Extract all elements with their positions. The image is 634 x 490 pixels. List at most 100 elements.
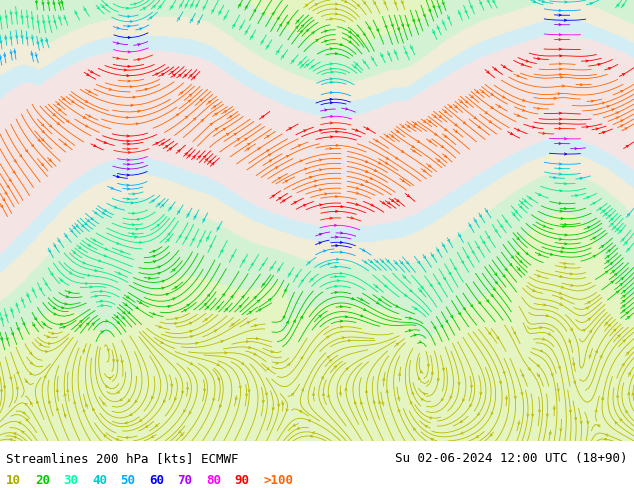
FancyArrowPatch shape [366, 127, 369, 129]
FancyArrowPatch shape [0, 41, 2, 43]
FancyArrowPatch shape [23, 412, 25, 414]
FancyArrowPatch shape [128, 51, 130, 53]
FancyArrowPatch shape [602, 397, 604, 400]
FancyArrowPatch shape [336, 144, 338, 147]
FancyArrowPatch shape [602, 131, 605, 134]
FancyArrowPatch shape [320, 189, 321, 191]
FancyArrowPatch shape [304, 204, 306, 206]
FancyArrowPatch shape [448, 239, 450, 242]
FancyArrowPatch shape [520, 206, 522, 208]
FancyArrowPatch shape [627, 317, 630, 318]
FancyArrowPatch shape [528, 368, 530, 370]
FancyArrowPatch shape [21, 36, 23, 38]
FancyArrowPatch shape [396, 305, 398, 307]
FancyArrowPatch shape [187, 214, 189, 216]
FancyArrowPatch shape [319, 242, 321, 244]
FancyArrowPatch shape [419, 341, 422, 343]
FancyArrowPatch shape [403, 276, 406, 278]
FancyArrowPatch shape [0, 17, 1, 20]
FancyArrowPatch shape [262, 263, 264, 266]
FancyArrowPatch shape [335, 196, 338, 197]
FancyArrowPatch shape [570, 273, 573, 275]
FancyArrowPatch shape [194, 216, 196, 218]
FancyArrowPatch shape [83, 262, 86, 264]
FancyArrowPatch shape [130, 86, 133, 88]
FancyArrowPatch shape [605, 271, 608, 273]
FancyArrowPatch shape [616, 117, 618, 119]
FancyArrowPatch shape [608, 250, 611, 252]
FancyArrowPatch shape [158, 203, 160, 206]
FancyArrowPatch shape [75, 12, 77, 14]
FancyArrowPatch shape [587, 227, 590, 229]
FancyArrowPatch shape [411, 146, 414, 147]
FancyArrowPatch shape [434, 115, 436, 118]
FancyArrowPatch shape [375, 285, 378, 288]
FancyArrowPatch shape [526, 252, 528, 254]
FancyArrowPatch shape [429, 9, 430, 12]
FancyArrowPatch shape [380, 54, 382, 57]
FancyArrowPatch shape [399, 373, 401, 376]
FancyArrowPatch shape [624, 242, 627, 244]
FancyArrowPatch shape [80, 320, 82, 323]
FancyArrowPatch shape [593, 202, 595, 204]
FancyArrowPatch shape [271, 351, 273, 353]
FancyArrowPatch shape [349, 41, 351, 43]
FancyArrowPatch shape [450, 105, 452, 108]
FancyArrowPatch shape [190, 19, 192, 22]
FancyArrowPatch shape [598, 64, 600, 66]
FancyArrowPatch shape [48, 249, 50, 252]
FancyArrowPatch shape [619, 230, 621, 233]
FancyArrowPatch shape [401, 24, 404, 26]
FancyArrowPatch shape [546, 315, 548, 317]
FancyArrowPatch shape [3, 198, 4, 201]
FancyArrowPatch shape [391, 24, 393, 26]
FancyArrowPatch shape [127, 148, 129, 150]
FancyArrowPatch shape [117, 57, 119, 59]
FancyArrowPatch shape [429, 140, 431, 142]
FancyArrowPatch shape [407, 125, 410, 127]
FancyArrowPatch shape [39, 343, 42, 345]
FancyArrowPatch shape [25, 149, 27, 152]
FancyArrowPatch shape [219, 405, 221, 407]
FancyArrowPatch shape [599, 208, 601, 210]
FancyArrowPatch shape [54, 21, 56, 23]
FancyArrowPatch shape [87, 220, 89, 222]
FancyArrowPatch shape [257, 300, 259, 302]
FancyArrowPatch shape [560, 429, 562, 431]
FancyArrowPatch shape [88, 115, 91, 117]
FancyArrowPatch shape [550, 253, 553, 255]
FancyArrowPatch shape [586, 126, 588, 128]
FancyArrowPatch shape [623, 310, 624, 312]
FancyArrowPatch shape [54, 313, 56, 315]
FancyArrowPatch shape [620, 120, 623, 122]
FancyArrowPatch shape [505, 397, 508, 400]
FancyArrowPatch shape [498, 105, 501, 107]
FancyArrowPatch shape [387, 53, 389, 55]
FancyArrowPatch shape [608, 324, 611, 327]
FancyArrowPatch shape [270, 267, 273, 269]
FancyArrowPatch shape [554, 98, 556, 99]
FancyArrowPatch shape [564, 266, 567, 269]
FancyArrowPatch shape [451, 315, 453, 318]
FancyArrowPatch shape [407, 24, 409, 26]
FancyArrowPatch shape [615, 422, 618, 424]
FancyArrowPatch shape [564, 243, 567, 245]
FancyArrowPatch shape [88, 244, 90, 246]
FancyArrowPatch shape [25, 403, 27, 406]
FancyArrowPatch shape [160, 341, 163, 343]
FancyArrowPatch shape [476, 436, 479, 438]
FancyArrowPatch shape [626, 146, 628, 147]
FancyArrowPatch shape [267, 368, 269, 369]
FancyArrowPatch shape [531, 414, 534, 416]
FancyArrowPatch shape [488, 236, 489, 239]
FancyArrowPatch shape [607, 256, 609, 258]
FancyArrowPatch shape [153, 250, 155, 253]
FancyArrowPatch shape [53, 2, 55, 4]
FancyArrowPatch shape [284, 290, 286, 292]
FancyArrowPatch shape [339, 392, 342, 394]
FancyArrowPatch shape [330, 98, 332, 100]
FancyArrowPatch shape [122, 317, 124, 319]
FancyArrowPatch shape [265, 393, 268, 395]
FancyArrowPatch shape [4, 37, 7, 39]
FancyArrowPatch shape [250, 36, 252, 38]
